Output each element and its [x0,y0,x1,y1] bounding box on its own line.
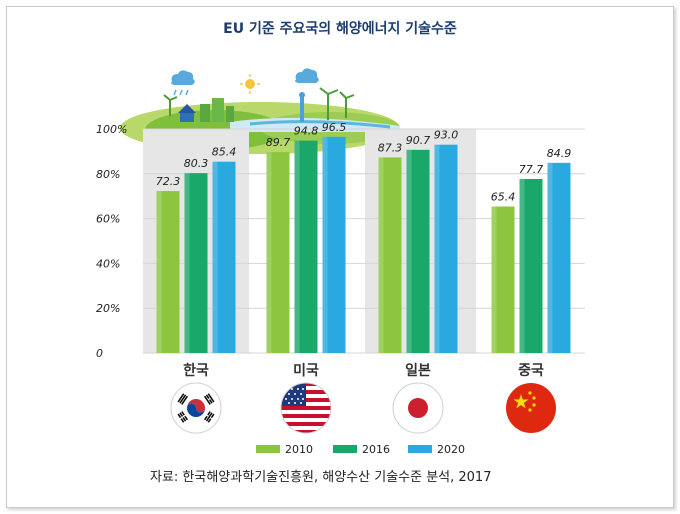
category-label: 중국 [518,363,544,379]
china-flag [506,383,556,433]
legend-swatch-2016 [333,445,357,453]
legend-label-2016: 2016 [362,443,390,456]
bar-highlight [266,152,272,353]
y-tick-label: 20% [96,302,120,315]
bar-2020-한국 [212,161,236,353]
bar-highlight [184,173,190,353]
bar-highlight [156,191,162,353]
y-tick-label: 60% [96,213,120,226]
category-label: 미국 [293,363,319,379]
y-tick-label: 80% [96,168,120,181]
legend: 2010 2016 2020 [256,443,465,456]
value-label: 65.4 [491,191,516,204]
chart-title: EU 기준 주요국의 해양에너지 기술수준 [223,21,457,37]
bar-2016-일본 [406,149,430,353]
usa-flag [280,382,332,434]
value-label: 90.7 [406,134,431,147]
japan-flag [392,382,444,434]
bar-highlight [547,162,553,353]
legend-label-2010: 2010 [285,443,313,456]
value-labels: 72.3 89.7 87.3 65.4 80.3 94.8 90.7 77.7 85.4 96.5… [156,121,572,204]
y-tick-label: 100% [96,123,127,136]
bar-highlight [491,206,497,353]
category-labels: 한국 미국 일본 중국 [183,363,544,379]
bar-highlight [294,140,300,353]
korea-flag [170,382,222,434]
legend-swatch-2020 [408,445,432,453]
y-tick-label: 40% [96,257,120,270]
bar-2020-일본 [434,144,458,353]
legend-label-2020: 2020 [437,443,465,456]
bar-2020-중국 [547,162,571,353]
value-label: 87.3 [378,141,403,154]
source-note: 자료: 한국해양과학기술진흥원, 해양수산 기술수준 분석, 2017 [150,470,492,485]
bar-highlight [519,178,525,353]
bar-2016-미국 [294,140,318,353]
value-label: 72.3 [156,175,181,188]
bars [156,136,571,353]
bar-2010-미국 [266,152,290,353]
bar-highlight [434,144,440,353]
landscape-illustration [120,68,400,154]
value-label: 96.5 [322,121,347,134]
bar-2016-중국 [519,178,543,353]
y-axis: 0 20% 40% 60% 80% 100% [96,123,127,360]
value-label: 85.4 [212,146,237,159]
value-label: 93.0 [434,129,459,142]
legend-swatch-2010 [256,445,280,453]
bar-2020-미국 [322,136,346,353]
bar-2010-일본 [378,157,402,353]
category-label: 한국 [183,363,209,379]
category-label: 일본 [405,363,431,379]
y-tick-label: 0 [96,347,103,360]
bar-highlight [212,161,218,353]
bar-2016-한국 [184,173,208,353]
bar-2010-한국 [156,191,180,353]
bar-2010-중국 [491,206,515,353]
bar-highlight [406,149,412,353]
bar-highlight [322,136,328,353]
value-label: 89.7 [266,136,291,149]
value-label: 77.7 [519,163,544,176]
value-label: 80.3 [184,157,209,170]
value-label: 94.8 [294,125,319,138]
bar-highlight [378,157,384,353]
value-label: 84.9 [547,147,572,160]
